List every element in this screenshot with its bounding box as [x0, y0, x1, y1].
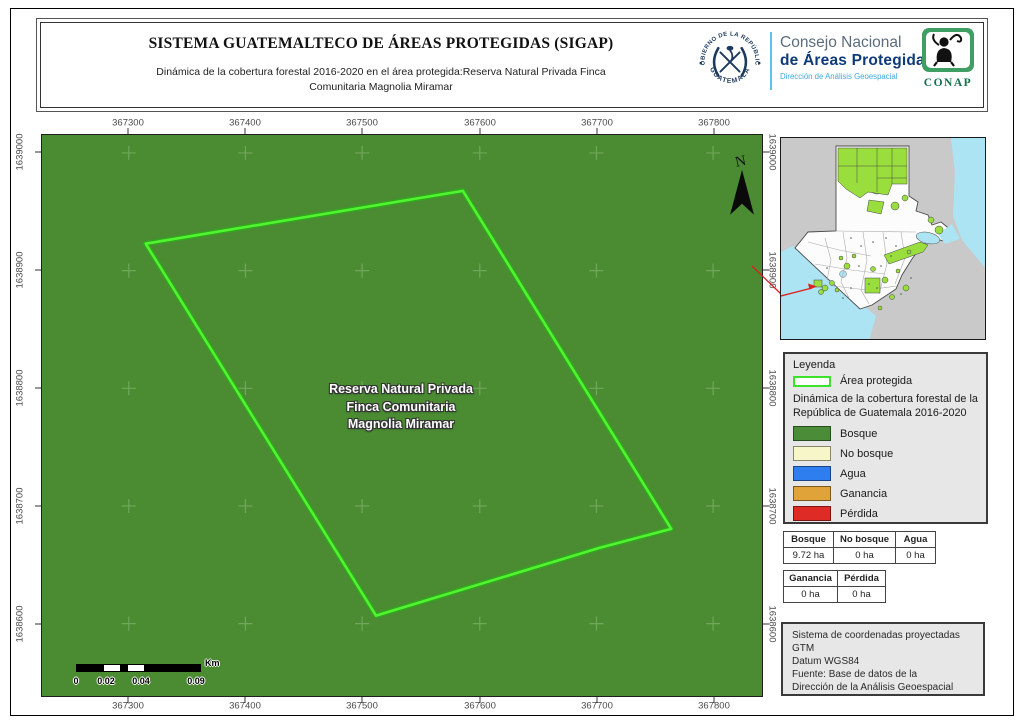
- conap-logo-label: CONAP: [924, 77, 972, 89]
- scale-unit-label: Km: [205, 658, 220, 668]
- scale-label-009: 0.09: [187, 676, 205, 686]
- x-axis-label: 367700: [581, 700, 613, 712]
- area-protegida-swatch: [793, 375, 831, 387]
- scale-label-0: 0: [73, 676, 79, 686]
- col-agua: Agua: [895, 531, 936, 548]
- x-axis-label: 367400: [229, 117, 261, 129]
- guatemala-locator-inset: [780, 137, 986, 340]
- logo-divider: [770, 32, 772, 90]
- x-axis-label: 367300: [112, 117, 144, 129]
- x-axis-label: 367600: [464, 117, 496, 129]
- page-title: SISTEMA GUATEMALTECO DE ÁREAS PROTEGIDAS…: [148, 35, 614, 52]
- north-arrow-icon: N: [730, 153, 755, 215]
- coverage-stats-table: Bosque No bosque Agua 9.72 ha 0 ha 0 ha: [783, 531, 936, 564]
- y-axis-label: 1639000: [766, 133, 778, 171]
- government-seal-logo: GOBIERNO DE LA REPÚBLICA GUATEMALA: [696, 26, 763, 95]
- protected-areas-layer: [813, 147, 944, 311]
- crs-line-3: Datum WGS84: [792, 656, 860, 667]
- col-ganancia: Ganancia: [783, 570, 838, 587]
- org-name-line-1: Consejo Nacional: [780, 34, 902, 51]
- ganancia-value: 0 ha: [783, 586, 838, 603]
- x-axis-label: 367400: [229, 700, 261, 712]
- legend-item-bosque: Bosque: [793, 426, 978, 442]
- small-area-dots: [826, 237, 912, 299]
- guatemala-inset-map: [781, 138, 985, 339]
- header-inner-box: SISTEMA GUATEMALTECO DE ÁREAS PROTEGIDAS…: [40, 22, 984, 108]
- page-border: [10, 8, 1014, 716]
- perdida-value: 0 ha: [837, 586, 886, 603]
- x-axis-label: 367600: [464, 700, 496, 712]
- y-axis-label: 1638600: [766, 605, 778, 643]
- legend-item-area-protegida: Área protegida: [793, 375, 978, 387]
- change-stats-table: Ganancia Pérdida 0 ha 0 ha: [783, 570, 886, 603]
- crs-line-2: GTM: [792, 643, 815, 654]
- subtitle-line-2: Comunitaria Magnolia Miramar: [309, 81, 453, 94]
- legend-section-title: Dinámica de la cobertura forestal de la …: [793, 393, 978, 420]
- scale-label-004: 0.04: [132, 676, 150, 686]
- legend-title: Leyenda: [793, 359, 836, 371]
- table-row: 9.72 ha 0 ha 0 ha: [783, 547, 936, 564]
- ganancia-swatch: [793, 486, 831, 502]
- agua-swatch: [793, 466, 831, 482]
- agua-value: 0 ha: [895, 547, 936, 564]
- crs-line-5: Dirección de la Análisis Geoespacial: [792, 682, 954, 693]
- x-axis-label: 367800: [698, 700, 730, 712]
- protected-area-label: Reserva Natural Privada Finca Comunitari…: [329, 382, 473, 431]
- main-map: N Reserva Natural Privada Finca Comunita…: [41, 134, 763, 697]
- caribbean-sea: [951, 138, 985, 268]
- org-name-line-2: de Áreas Protegidas: [780, 52, 934, 69]
- y-axis-label: 1638900: [766, 251, 778, 289]
- bosque-swatch: [793, 426, 831, 442]
- x-axis-label: 367800: [698, 117, 730, 129]
- y-axis-label: 1638800: [766, 369, 778, 407]
- y-axis-label: 1638600: [14, 605, 26, 643]
- col-perdida: Pérdida: [837, 570, 886, 587]
- locator-arrow-icon: [781, 283, 817, 297]
- no-bosque-value: 0 ha: [833, 547, 896, 564]
- legend-item-agua: Agua: [793, 466, 978, 482]
- y-axis-label: 1639000: [14, 133, 26, 171]
- org-department-line: Dirección de Análisis Geoespacial: [780, 72, 898, 81]
- x-axis-label: 367700: [581, 117, 613, 129]
- y-axis-label: 1638700: [766, 487, 778, 525]
- legend-box: Leyenda Área protegida Dinámica de la co…: [783, 352, 988, 524]
- x-axis-label: 367500: [346, 117, 378, 129]
- conap-wordmark: Consejo Nacional de Áreas Protegidas Dir…: [780, 34, 960, 81]
- lake-izabal: [915, 231, 941, 245]
- header-box: SISTEMA GUATEMALTECO DE ÁREAS PROTEGIDAS…: [36, 18, 988, 112]
- bosque-value: 9.72 ha: [783, 547, 834, 564]
- y-axis-label: 1638900: [14, 251, 26, 289]
- crs-line-1: Sistema de coordenadas proyectadas: [792, 630, 960, 641]
- perdida-swatch: [793, 506, 831, 522]
- page-subtitle: Dinámica de la cobertura forestal 2016-2…: [61, 65, 701, 95]
- north-label: N: [734, 153, 748, 171]
- amatique-bay: [938, 224, 960, 244]
- legend-item-perdida: Pérdida: [793, 506, 978, 522]
- legend-item-ganancia: Ganancia: [793, 486, 978, 502]
- scale-label-002: 0.02: [97, 676, 115, 686]
- no-bosque-swatch: [793, 446, 831, 462]
- table-row: 0 ha 0 ha: [783, 586, 886, 603]
- scale-bar: [76, 664, 201, 672]
- crs-info-box: Sistema de coordenadas proyectadas GTM D…: [781, 622, 985, 696]
- conap-monkey-logo: CONAP: [922, 28, 974, 89]
- crs-line-4: Fuente: Base de datos de la: [792, 669, 918, 680]
- pacific-ocean: [781, 246, 876, 339]
- monkey-icon: [932, 33, 963, 67]
- quetzal-emblem-icon: [712, 46, 748, 78]
- y-axis-label: 1638700: [14, 487, 26, 525]
- x-axis-label: 367500: [346, 700, 378, 712]
- x-axis-label: 367300: [112, 700, 144, 712]
- col-no-bosque: No bosque: [833, 531, 896, 548]
- subtitle-line-1: Dinámica de la cobertura forestal 2016-2…: [156, 66, 606, 78]
- y-axis-label: 1638800: [14, 369, 26, 407]
- maya-reserve-subdivisions: [838, 148, 907, 192]
- legend-item-no-bosque: No bosque: [793, 446, 978, 462]
- col-bosque: Bosque: [783, 531, 834, 548]
